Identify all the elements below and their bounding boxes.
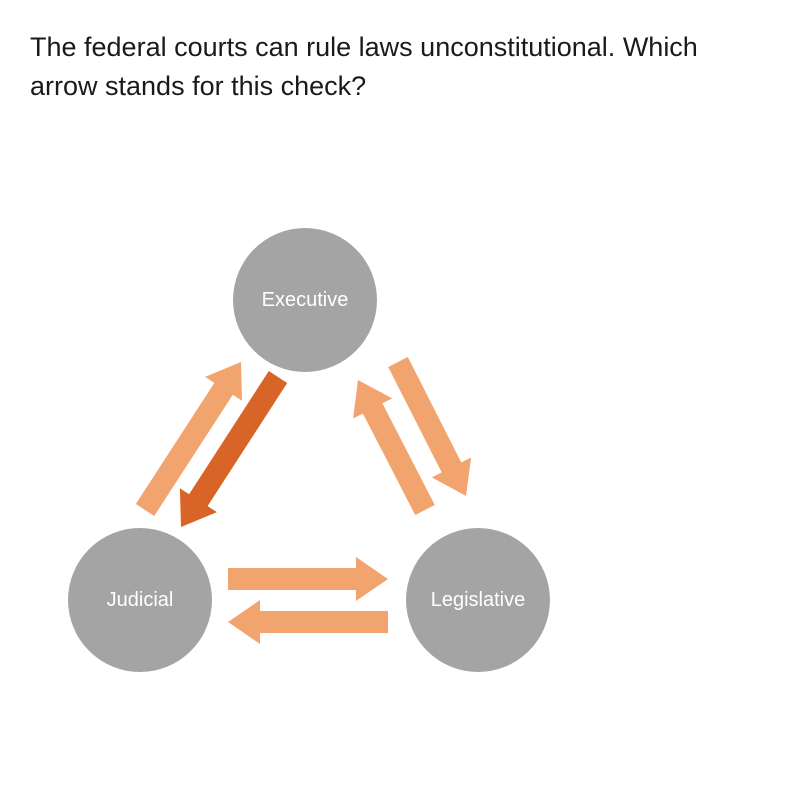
node-judicial-label: Judicial (107, 589, 174, 612)
node-executive-label: Executive (262, 289, 349, 312)
arrows-layer (0, 200, 800, 760)
node-legislative-label: Legislative (431, 589, 526, 612)
checks-balances-diagram: Executive Judicial Legislative (0, 200, 800, 760)
arrow-judicial-to-legislative (228, 557, 388, 601)
node-executive: Executive (233, 228, 377, 372)
node-legislative: Legislative (406, 528, 550, 672)
question-text: The federal courts can rule laws unconst… (30, 28, 770, 106)
node-judicial: Judicial (68, 528, 212, 672)
arrow-legislative-to-judicial (228, 600, 388, 644)
